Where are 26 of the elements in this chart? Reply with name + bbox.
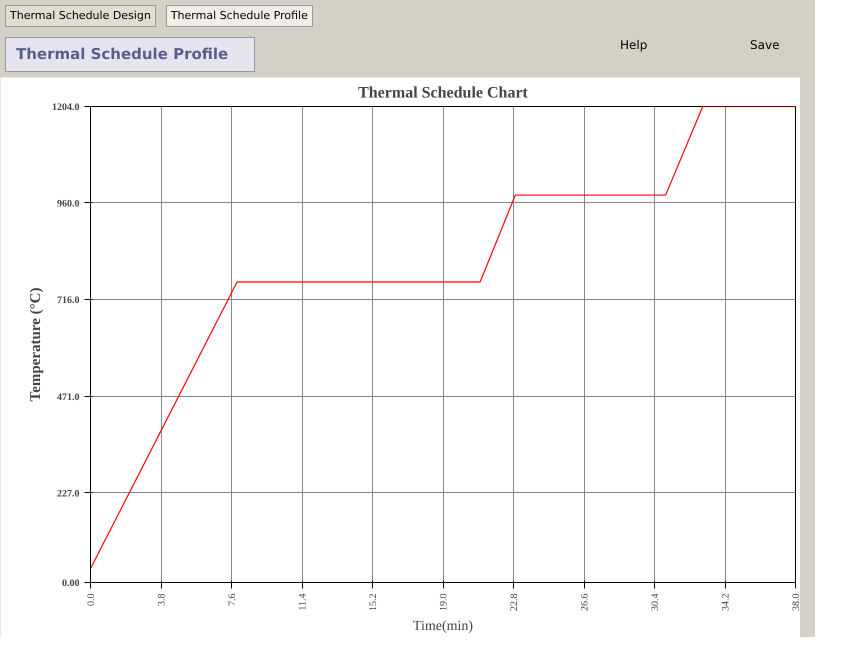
x-tick-label: 0.0 (86, 594, 97, 606)
x-tick-label: 26.6 (580, 594, 590, 612)
x-tick-label: 7.6 (227, 594, 238, 606)
y-tick-label: 1204.0 (52, 102, 80, 114)
x-axis-title: Time(min) (412, 619, 474, 634)
x-tick-label: 11.4 (298, 594, 308, 611)
chart-title: Thermal Schedule Chart (358, 84, 529, 102)
y-axis-title: Temperature (°C) (28, 288, 44, 402)
y-tick-label: 227.0 (57, 488, 80, 500)
x-tick-label: 15.2 (368, 594, 379, 612)
x-tick-label: 38.0 (791, 594, 802, 612)
y-tick-label: 0.00 (62, 578, 80, 590)
text: Help (620, 36, 648, 54)
x-tick-label: 3.8 (156, 594, 168, 606)
text: Thermal Schedule Profile (16, 44, 228, 65)
x-tick-label: 22.8 (509, 594, 520, 612)
x-tick-label: 34.2 (720, 594, 732, 612)
y-tick-label: 960.0 (57, 198, 80, 210)
text: Save (750, 36, 780, 54)
text: Thermal Schedule Profile (170, 8, 308, 24)
y-tick-label: 716.0 (57, 295, 80, 306)
x-tick-label: 19.0 (438, 594, 450, 612)
line-series (90, 106, 796, 570)
y-tick-label: 471.0 (57, 392, 80, 403)
x-tick-label: 30.4 (650, 594, 661, 612)
text: Thermal Schedule Design (10, 8, 151, 24)
